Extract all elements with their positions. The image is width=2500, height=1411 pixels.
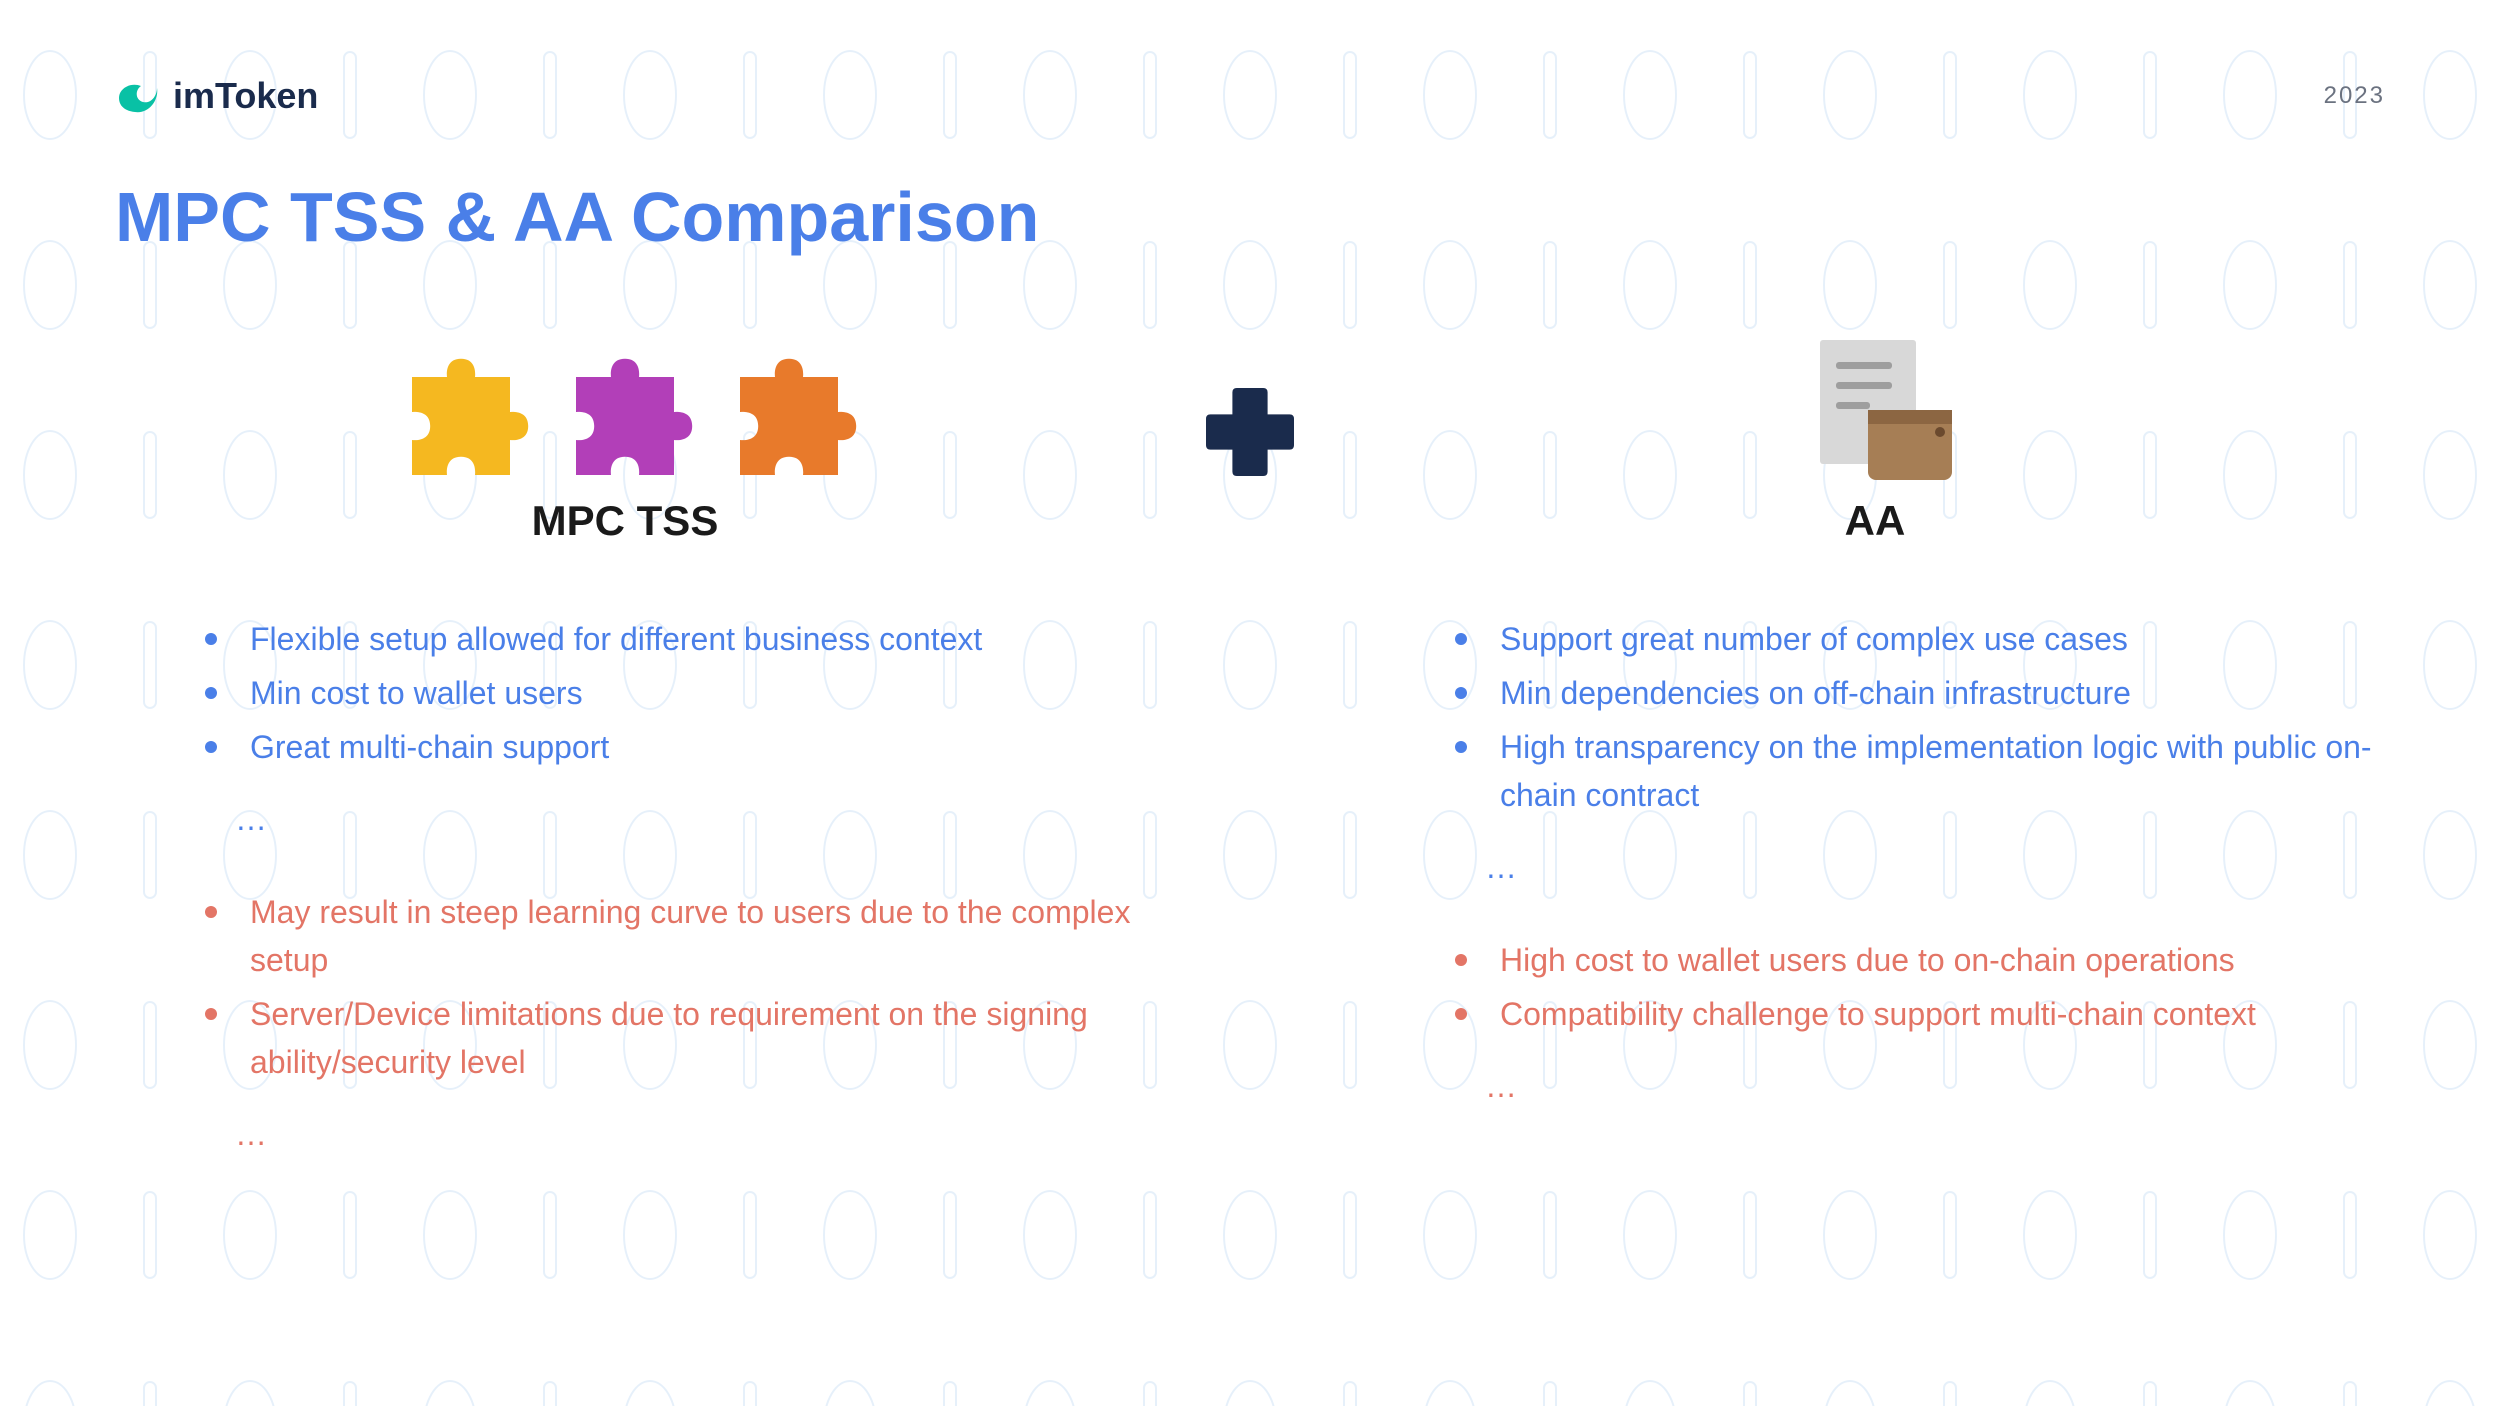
slide-header: imToken 2023 (115, 75, 2385, 117)
comparison-row: MPC TSS Flexible setup allowed for diffe… (115, 347, 2385, 1203)
aa-column: AA Support great number of complex use c… (1365, 347, 2385, 1155)
aa-cons-list: High cost to wallet users due to on-chai… (1365, 936, 2385, 1038)
mpc-tss-header: MPC TSS (115, 347, 1135, 545)
puzzle-icon (714, 342, 864, 482)
list-item: High transparency on the implementation … (1455, 723, 2385, 819)
plus-separator (1195, 347, 1305, 487)
year-label: 2023 (2324, 82, 2385, 110)
contract-wallet-icon (1790, 347, 1960, 477)
aa-label: AA (1845, 497, 1906, 545)
list-item: Flexible setup allowed for different bus… (205, 615, 1135, 663)
list-item: May result in steep learning curve to us… (205, 888, 1135, 984)
list-item: High cost to wallet users due to on-chai… (1455, 936, 2385, 984)
plus-icon (1195, 377, 1305, 487)
list-item: Server/Device limitations due to require… (205, 990, 1135, 1086)
puzzle-icon (550, 342, 700, 482)
aa-header: AA (1365, 347, 2385, 545)
list-item: Min dependencies on off-chain infrastruc… (1455, 669, 2385, 717)
list-item: Compatibility challenge to support multi… (1455, 990, 2385, 1038)
mpc-pros-list: Flexible setup allowed for different bus… (115, 615, 1135, 771)
brand-name: imToken (173, 75, 318, 117)
ellipsis: … (115, 1116, 1135, 1153)
brand-mark-icon (115, 76, 161, 116)
mpc-tss-label: MPC TSS (532, 497, 719, 545)
ellipsis: … (1365, 849, 2385, 886)
list-item: Support great number of complex use case… (1455, 615, 2385, 663)
mpc-tss-column: MPC TSS Flexible setup allowed for diffe… (115, 347, 1135, 1203)
list-item: Great multi-chain support (205, 723, 1135, 771)
mpc-cons-list: May result in steep learning curve to us… (115, 888, 1135, 1086)
slide-title: MPC TSS & AA Comparison (115, 177, 2385, 257)
puzzle-icon (386, 342, 536, 482)
ellipsis: … (1365, 1068, 2385, 1105)
ellipsis: … (115, 801, 1135, 838)
brand-logo: imToken (115, 75, 318, 117)
list-item: Min cost to wallet users (205, 669, 1135, 717)
aa-pros-list: Support great number of complex use case… (1365, 615, 2385, 819)
puzzle-icons (386, 347, 864, 477)
